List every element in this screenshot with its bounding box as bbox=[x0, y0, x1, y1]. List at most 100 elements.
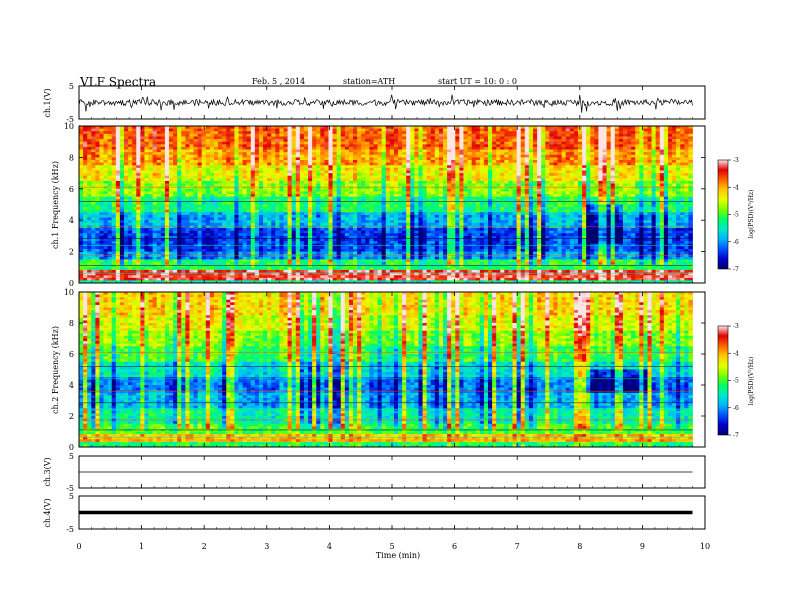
ch1-spec-cell bbox=[529, 186, 533, 189]
ch1-spec-cell bbox=[369, 144, 373, 147]
ch1-spec-cell bbox=[369, 147, 373, 150]
ch1-spec-cell bbox=[410, 210, 414, 213]
ch1-spec-cell bbox=[157, 173, 161, 176]
ch1-spec-cell bbox=[300, 194, 304, 197]
ch1-spec-cell bbox=[594, 170, 598, 173]
ch1-spec-cell bbox=[267, 157, 271, 160]
ch1-spec-cell bbox=[378, 184, 382, 187]
ch1-spec-cell bbox=[496, 157, 500, 160]
ch1-spec-cell bbox=[394, 184, 398, 187]
ch1-spec-cell bbox=[414, 207, 418, 210]
ch1-spec-cell bbox=[202, 199, 206, 202]
ch1-spec-cell bbox=[185, 152, 189, 155]
ch1-spec-cell bbox=[304, 189, 308, 192]
ch1-spec-cell bbox=[198, 150, 202, 153]
ch1-spec-cell bbox=[320, 170, 324, 173]
ch1-spec-cell bbox=[153, 202, 157, 205]
ch1-spec-cell bbox=[672, 163, 676, 166]
ch1-spec-cell bbox=[611, 163, 615, 166]
ch1-spec-cell bbox=[382, 155, 386, 158]
ch1-spec-cell bbox=[353, 202, 357, 205]
ch1-spec-cell bbox=[210, 194, 214, 197]
ch1-spec-cell bbox=[288, 170, 292, 173]
ch1-spec-cell bbox=[79, 144, 83, 147]
ch1-spec-cell bbox=[603, 207, 607, 210]
ch1-spec-cell bbox=[660, 152, 664, 155]
ch1-spec-cell bbox=[406, 168, 410, 171]
ch1-spec-cell bbox=[239, 139, 243, 142]
ch1-spec-cell bbox=[87, 207, 91, 210]
ch1-spec-cell bbox=[120, 189, 124, 192]
ch1-spec-cell bbox=[316, 134, 320, 137]
ch1-spec-cell bbox=[656, 184, 660, 187]
ch1-spec-cell bbox=[239, 147, 243, 150]
ch1-spec-cell bbox=[431, 170, 435, 173]
ch1-spec-cell bbox=[255, 202, 259, 205]
ch1-spec-cell bbox=[480, 168, 484, 171]
ch1-spec-cell bbox=[87, 142, 91, 145]
ch1-spec-cell bbox=[443, 129, 447, 132]
ch1-spec-cell bbox=[312, 205, 316, 208]
ch1-spec-cell bbox=[607, 142, 611, 145]
ch1-spec-cell bbox=[120, 191, 124, 194]
ch1-spec-cell bbox=[95, 157, 99, 160]
ch1-spec-cell bbox=[361, 181, 365, 184]
ch1-spec-cell bbox=[590, 134, 594, 137]
ch1-spec-cell bbox=[594, 144, 598, 147]
ch1-spec-cell bbox=[218, 163, 222, 166]
ch1-spec-cell bbox=[680, 129, 684, 132]
ch1-spec-cell bbox=[668, 181, 672, 184]
ch1-spec-cell bbox=[169, 155, 173, 158]
ch1-spec-cell bbox=[533, 131, 537, 134]
ch1-spec-cell bbox=[365, 191, 369, 194]
ch1-spec-cell bbox=[300, 207, 304, 210]
ch1-spec-cell bbox=[652, 160, 656, 163]
ch1-spec-cell bbox=[169, 197, 173, 200]
ch1-spec-cell bbox=[435, 194, 439, 197]
ch1-spec-cell bbox=[406, 136, 410, 139]
ch1-spec-cell bbox=[259, 207, 263, 210]
ch1-spec-cell bbox=[349, 129, 353, 132]
ch1-spec-cell bbox=[140, 181, 144, 184]
ch1-spec-cell bbox=[525, 186, 529, 189]
ch1-spec-cell bbox=[267, 165, 271, 168]
ch1-spec-cell bbox=[443, 186, 447, 189]
ch1-spec-cell bbox=[672, 173, 676, 176]
ch1-spec-cell bbox=[574, 144, 578, 147]
ch1-spec-cell bbox=[402, 170, 406, 173]
ch1-spec-cell bbox=[124, 197, 128, 200]
ch1-spec-cell bbox=[214, 178, 218, 181]
ch1-spec-cell bbox=[128, 139, 132, 142]
ch1-spec-cell bbox=[680, 199, 684, 202]
ch1-spec-cell bbox=[116, 144, 120, 147]
ch1-spec-cell bbox=[198, 152, 202, 155]
ch1-spec-cell bbox=[202, 178, 206, 181]
ch1-spec-cell bbox=[549, 155, 553, 158]
ch1-spec-cell bbox=[124, 176, 128, 179]
ch1-spec-cell bbox=[369, 168, 373, 171]
ch1-spec-cell bbox=[279, 168, 283, 171]
ch1-spec-cell bbox=[136, 173, 140, 176]
ch1-spec-cell bbox=[594, 142, 598, 145]
ch1-spec-cell bbox=[185, 202, 189, 205]
ch1-spec-cell bbox=[304, 157, 308, 160]
ch1-spec-cell bbox=[226, 136, 230, 139]
ch1-spec-cell bbox=[333, 147, 337, 150]
ch1-spec-cell bbox=[316, 189, 320, 192]
ch1-spec-cell bbox=[594, 134, 598, 137]
ch1-spec-cell bbox=[521, 134, 525, 137]
ch1-spec-cell bbox=[288, 152, 292, 155]
ch1-spec-cell bbox=[484, 194, 488, 197]
ch1-spec-cell bbox=[230, 129, 234, 132]
ch1-spec-cell bbox=[149, 197, 153, 200]
ch1-spec-cell bbox=[202, 173, 206, 176]
ch1-spec-cell bbox=[108, 210, 112, 213]
ch1-spec-cell bbox=[447, 210, 451, 213]
ch1-spec-cell bbox=[451, 131, 455, 134]
ch1-spec-cell bbox=[619, 170, 623, 173]
ch1-spec-cell bbox=[108, 168, 112, 171]
ch1-spec-cell bbox=[647, 129, 651, 132]
ch1-spec-cell bbox=[468, 189, 472, 192]
ch1-spec-cell bbox=[643, 155, 647, 158]
ch1-spec-cell bbox=[104, 165, 108, 168]
